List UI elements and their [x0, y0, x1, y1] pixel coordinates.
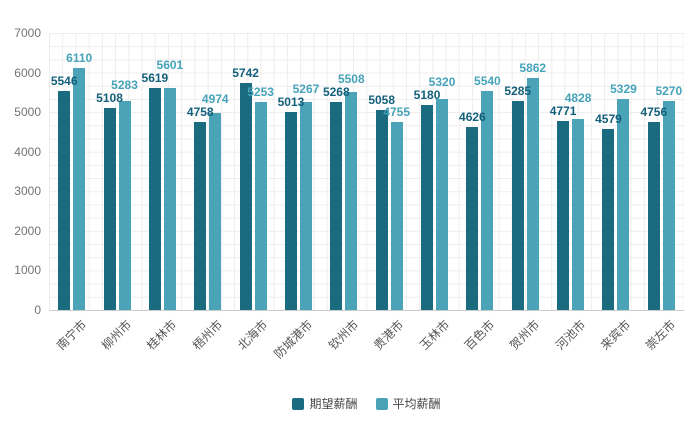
expected-salary-bar — [557, 121, 570, 310]
y-axis-tick-label: 5000 — [14, 105, 41, 120]
average-salary-value-label: 5601 — [156, 57, 184, 72]
expected-salary-bar — [194, 121, 207, 310]
legend-item-label: 平均薪酬 — [392, 397, 441, 411]
x-axis-category-label: 贺州市 — [507, 317, 543, 353]
x-axis-category-label: 玉林市 — [416, 317, 452, 353]
expected-salary-value-label: 5268 — [322, 84, 350, 99]
average-salary-bar — [209, 113, 222, 310]
average-salary-value-label: 6110 — [66, 51, 93, 66]
expected-salary-value-label: 5285 — [504, 83, 532, 98]
expected-salary-bar — [647, 121, 660, 310]
average-salary-value-label: 4755 — [383, 104, 411, 119]
legend-item-average-salary[interactable]: 平均薪酬 — [375, 397, 441, 411]
expected-salary-value-label: 5108 — [96, 90, 123, 105]
legend: 期望薪酬 平均薪酬 — [49, 397, 684, 411]
x-axis-category-label: 崇左市 — [643, 317, 679, 353]
y-axis-tick-label: 3000 — [14, 184, 41, 199]
x-axis-category-label: 南宁市 — [53, 317, 90, 353]
x-axis-category-label: 百色市 — [461, 317, 498, 353]
average-salary-value-label: 5540 — [474, 73, 501, 88]
x-axis-category-label: 防城港市 — [271, 317, 316, 362]
average-salary-bar — [254, 102, 267, 310]
average-salary-value-label: 5283 — [111, 77, 138, 92]
y-axis-tick-label: 2000 — [14, 223, 41, 238]
expected-salary-value-label: 5742 — [232, 65, 259, 80]
expected-salary-value-label: 4758 — [186, 104, 214, 119]
expected-salary-value-label: 4579 — [595, 111, 622, 126]
average-salary-value-label: 4828 — [564, 91, 592, 106]
average-salary-value-label: 5270 — [655, 84, 683, 99]
expected-salary-value-label: 5013 — [277, 94, 305, 109]
expected-salary-bar — [148, 87, 161, 310]
legend-item-label: 期望薪酬 — [309, 397, 358, 411]
average-salary-bar — [390, 121, 403, 310]
average-salary-bar — [436, 99, 449, 310]
y-axis-tick-label: 7000 — [14, 26, 41, 40]
x-axis-category-label: 北海市 — [235, 317, 271, 353]
expected-salary-value-label: 4626 — [459, 109, 486, 124]
expected-salary-bar — [421, 105, 434, 310]
x-axis-category-label: 贵港市 — [371, 317, 407, 353]
average-salary-value-label: 5329 — [610, 82, 637, 97]
y-axis-tick-label: 0 — [34, 303, 41, 317]
average-salary-value-label: 5508 — [337, 71, 365, 86]
average-salary-swatch-icon — [375, 398, 388, 410]
expected-salary-bar — [511, 100, 524, 310]
average-salary-value-label: 5253 — [247, 85, 274, 100]
expected-salary-bar — [375, 109, 388, 310]
expected-salary-bar — [466, 126, 479, 310]
x-axis-category-label: 桂林市 — [144, 317, 180, 353]
y-axis-tick-label: 1000 — [14, 263, 41, 278]
x-axis-category-label: 梧州市 — [189, 317, 226, 353]
average-salary-bar — [118, 100, 131, 310]
x-axis-category-label: 河池市 — [552, 317, 588, 353]
average-salary-value-label: 5320 — [428, 75, 456, 90]
y-axis-tick-label: 6000 — [14, 65, 41, 80]
expected-salary-bar — [284, 111, 297, 310]
average-salary-bar — [481, 90, 494, 310]
expected-salary-swatch-icon — [292, 398, 305, 410]
expected-salary-value-label: 5180 — [413, 88, 441, 103]
average-salary-bar — [662, 101, 675, 310]
y-axis-tick-label: 4000 — [14, 144, 41, 159]
expected-salary-value-label: 5546 — [50, 73, 78, 88]
expected-salary-bar — [239, 82, 252, 310]
expected-salary-value-label: 5619 — [141, 70, 169, 85]
x-axis-category-label: 柳州市 — [98, 317, 135, 353]
average-salary-bar — [526, 78, 539, 310]
expected-salary-bar — [58, 90, 71, 310]
expected-salary-value-label: 4756 — [640, 104, 668, 119]
average-salary-bar — [345, 92, 358, 310]
expected-salary-bar — [330, 101, 343, 310]
average-salary-value-label: 5862 — [519, 61, 547, 76]
expected-salary-value-label: 4771 — [549, 104, 577, 119]
x-axis-category-label: 来宾市 — [597, 317, 634, 353]
expected-salary-value-label: 5058 — [368, 92, 396, 107]
legend-item-expected-salary[interactable]: 期望薪酬 — [292, 397, 358, 411]
average-salary-value-label: 5267 — [292, 81, 320, 96]
x-axis-category-label: 钦州市 — [325, 317, 362, 353]
average-salary-bar — [163, 88, 176, 310]
average-salary-bar — [299, 101, 312, 310]
expected-salary-bar — [103, 107, 116, 310]
expected-salary-bar — [602, 128, 615, 310]
average-salary-bar — [572, 118, 585, 310]
average-salary-bar — [73, 68, 86, 310]
average-salary-value-label: 4974 — [201, 91, 229, 106]
average-salary-bar — [617, 99, 630, 310]
